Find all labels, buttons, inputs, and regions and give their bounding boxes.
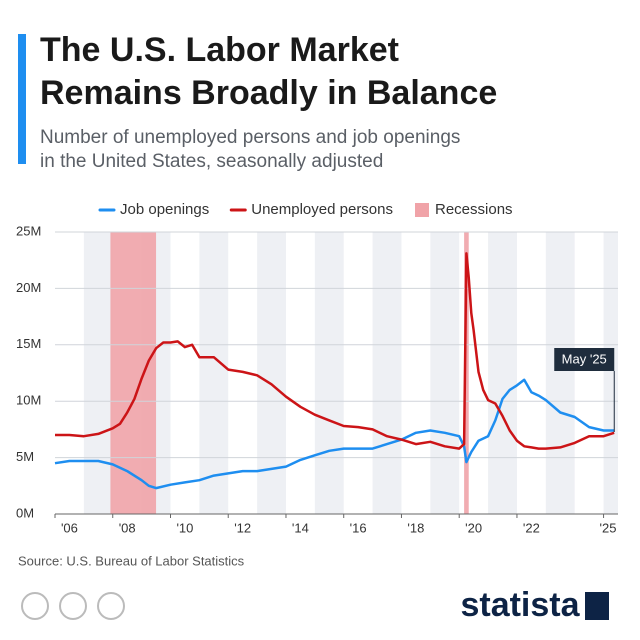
x-tick-label: '20 [465, 520, 482, 535]
year-band [488, 232, 517, 514]
year-band [545, 232, 575, 514]
subtitle-line: in the United States, seasonally adjuste… [40, 151, 383, 172]
series-line [54, 378, 615, 490]
legend-label: Unemployed persons [251, 201, 393, 218]
title-line: The U.S. Labor Market [40, 31, 399, 69]
x-tick-label: '12 [234, 520, 251, 535]
x-tick-label: '18 [407, 520, 424, 535]
year-band [372, 232, 402, 514]
brand-icon [585, 592, 609, 620]
brand: statista [460, 586, 580, 624]
year-band [83, 232, 113, 514]
annotation-box [554, 348, 615, 371]
x-tick-label: '14 [292, 520, 309, 535]
title-line: Remains Broadly in Balance [40, 74, 497, 112]
y-tick-label: 15M [16, 336, 41, 351]
year-band [603, 232, 618, 514]
x-tick-label: '06 [61, 520, 78, 535]
x-tick-label: '25 [600, 520, 617, 535]
x-tick-label: '22 [523, 520, 540, 535]
y-tick-label: 0M [16, 505, 34, 520]
year-band [199, 232, 229, 514]
year-band [314, 232, 344, 514]
x-tick-label: '10 [176, 520, 193, 535]
x-tick-label: '08 [119, 520, 136, 535]
legend-label: Job openings [120, 201, 209, 218]
legend-label: Recessions [435, 201, 513, 218]
y-tick-label: 10M [16, 393, 41, 408]
x-tick-label: '16 [350, 520, 367, 535]
legend-swatch [415, 203, 429, 217]
y-tick-label: 20M [16, 280, 41, 295]
title-accent [18, 34, 26, 164]
recession-band [110, 232, 157, 514]
source: Source: U.S. Bureau of Labor Statistics [18, 553, 245, 568]
series-line [55, 252, 615, 450]
annotation-label: May '25 [562, 351, 607, 366]
recession-band [464, 232, 469, 514]
y-tick-label: 25M [16, 223, 41, 238]
year-band [430, 232, 460, 514]
y-tick-label: 5M [16, 449, 34, 464]
subtitle-line: Number of unemployed persons and job ope… [40, 127, 460, 148]
license-icons [21, 592, 125, 620]
